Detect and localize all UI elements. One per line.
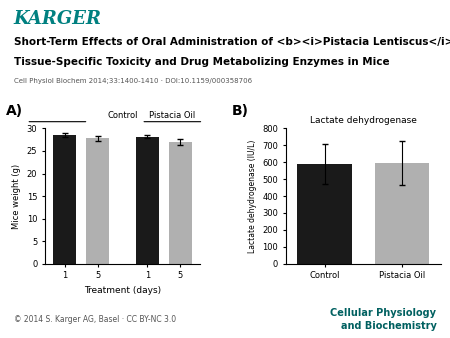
Bar — [86, 138, 109, 264]
Text: B): B) — [231, 104, 248, 118]
Y-axis label: Lactate dehydrogenase (IU/L): Lactate dehydrogenase (IU/L) — [248, 139, 256, 253]
Bar — [136, 137, 159, 264]
Text: and Biochemistry: and Biochemistry — [341, 321, 436, 331]
Bar — [169, 142, 192, 264]
Text: Pistacia Oil: Pistacia Oil — [149, 111, 195, 120]
Text: Cellular Physiology: Cellular Physiology — [330, 308, 436, 318]
Text: Cell Physiol Biochem 2014;33:1400-1410 · DOI:10.1159/000358706: Cell Physiol Biochem 2014;33:1400-1410 ·… — [14, 78, 252, 84]
Text: Short-Term Effects of Oral Administration of <b><i>Pistacia Lentiscus</i></b> Oi: Short-Term Effects of Oral Administratio… — [14, 37, 450, 47]
Text: KARGER: KARGER — [14, 10, 102, 28]
X-axis label: Treatment (days): Treatment (days) — [84, 286, 161, 295]
Text: A): A) — [6, 104, 23, 118]
Bar — [375, 163, 429, 264]
Bar — [297, 164, 352, 264]
Text: © 2014 S. Karger AG, Basel · CC BY-NC 3.0: © 2014 S. Karger AG, Basel · CC BY-NC 3.… — [14, 315, 176, 324]
Y-axis label: Mice weight (g): Mice weight (g) — [12, 164, 21, 228]
Text: Control: Control — [108, 111, 138, 120]
Text: Tissue-Specific Toxicity and Drug Metabolizing Enzymes in Mice: Tissue-Specific Toxicity and Drug Metabo… — [14, 57, 389, 68]
Title: Lactate dehydrogenase: Lactate dehydrogenase — [310, 116, 417, 125]
Bar — [53, 135, 76, 264]
